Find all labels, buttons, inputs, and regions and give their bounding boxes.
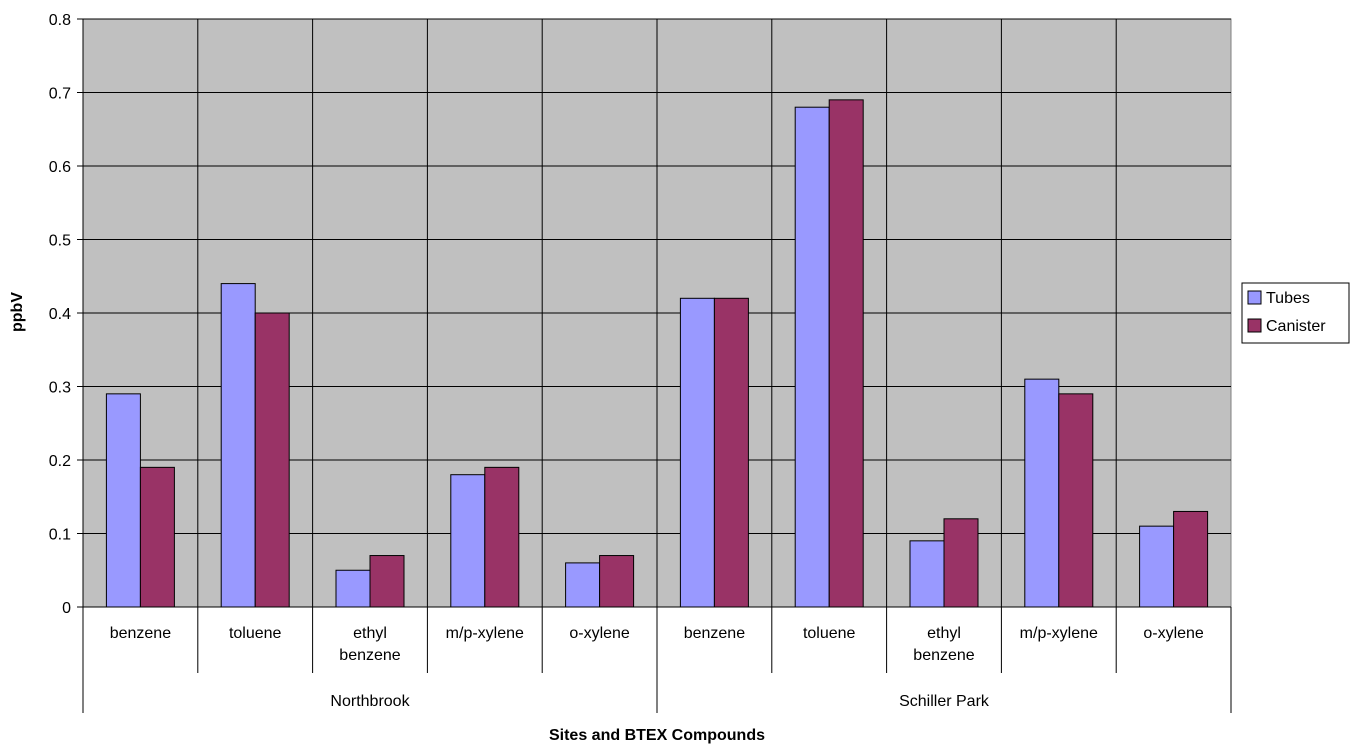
bars (105, 99, 1209, 608)
bar-canister (943, 518, 979, 608)
category-label: o-xylene (569, 625, 630, 642)
bar-canister (713, 297, 749, 608)
bar-tubes (794, 106, 830, 608)
category-label: toluene (229, 625, 282, 642)
category-label: benzene (684, 625, 745, 642)
legend-swatch-canister (1247, 318, 1262, 333)
category-label: o-xylene (1143, 625, 1204, 642)
bar-canister (139, 466, 175, 608)
y-axis: 0 0.1 0.2 0.3 0.4 0.5 0.6 0.7 0.8 (49, 12, 84, 617)
y-tick-label: 0.4 (49, 306, 71, 323)
x-axis: benzene toluene ethyl benzene m/p-xylene o-xy… (82, 606, 1232, 713)
category-label: m/p-xylene (446, 625, 524, 642)
bar-canister (254, 312, 290, 608)
group-label: Northbrook (330, 693, 410, 710)
x-axis-title: Sites and BTEX Compounds (549, 727, 765, 744)
group-label: Schiller Park (899, 693, 990, 710)
bar-tubes (565, 562, 601, 608)
y-tick-label: 0.7 (49, 86, 71, 103)
bar-tubes (450, 474, 486, 608)
bar-canister (599, 555, 635, 608)
y-tick-label: 0.3 (49, 380, 71, 397)
bar-canister (828, 99, 864, 608)
bar-canister (484, 466, 520, 608)
bar-tubes (220, 283, 256, 608)
bar-canister (1173, 510, 1209, 608)
category-label: ethyl benzene (913, 625, 974, 664)
bar-tubes (679, 297, 715, 608)
y-tick-label: 0.1 (49, 527, 71, 544)
bar-canister (1058, 393, 1094, 608)
legend: Tubes Canister (1241, 282, 1350, 344)
category-label: benzene (110, 625, 171, 642)
y-tick-label: 0.8 (49, 12, 71, 29)
category-label: m/p-xylene (1020, 625, 1098, 642)
bar-tubes (105, 393, 141, 608)
bar-tubes (335, 569, 371, 608)
legend-label-tubes: Tubes (1266, 290, 1310, 307)
legend-label-canister: Canister (1266, 318, 1326, 335)
y-tick-label: 0.2 (49, 453, 71, 470)
y-tick-label: 0.6 (49, 159, 71, 176)
legend-swatch-tubes (1247, 290, 1262, 305)
category-label: toluene (803, 625, 856, 642)
bar-canister (369, 555, 405, 608)
category-label: ethyl benzene (339, 625, 400, 664)
bar-tubes (909, 540, 945, 608)
bar-tubes (1024, 378, 1060, 608)
y-axis-title: ppbV (9, 292, 26, 332)
y-tick-label: 0 (62, 600, 71, 617)
y-tick-label: 0.5 (49, 233, 71, 250)
bar-tubes (1139, 525, 1175, 608)
